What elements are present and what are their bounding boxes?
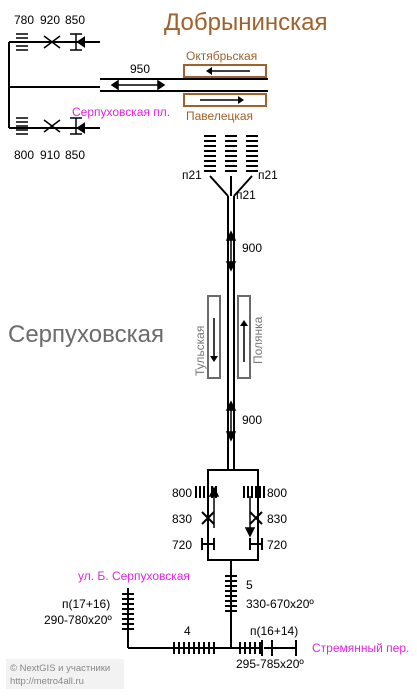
credit-line-1: © NextGIS и участники	[10, 663, 110, 674]
bottom-dim-2: 910	[40, 148, 60, 162]
left-escalator-dim: 290-780x20º	[44, 613, 112, 627]
len-900-top-label: 900	[242, 241, 262, 255]
d800-left: 800	[172, 486, 192, 500]
stem-5-label: 5	[246, 578, 253, 592]
left-escalator	[122, 588, 134, 648]
passage-950-label: 950	[130, 62, 150, 76]
right-escalator-dim: 295-785x20º	[236, 657, 304, 671]
right-escalator	[239, 640, 297, 656]
passage-950-arrow	[110, 79, 166, 91]
credit-box	[6, 659, 124, 689]
right-escalator-label: п(16+14)	[250, 624, 298, 638]
bottom-4-label: 4	[184, 624, 191, 638]
n21-escalators	[204, 135, 258, 172]
bottom-4-escalators	[173, 642, 215, 654]
dobryninskaya-platforms	[183, 64, 267, 107]
top-dim-3: 850	[65, 13, 85, 27]
station-serpukhovskaya: Серпуховская	[8, 321, 164, 348]
platform-paveletskaya: Павелецкая	[186, 109, 253, 123]
platform-polyanka: Полянка	[251, 316, 265, 364]
n21-right-label: п21	[258, 168, 278, 182]
top-dim-2: 920	[40, 13, 60, 27]
bottom-dim-1: 800	[14, 148, 34, 162]
len-900-arrows	[225, 230, 237, 442]
station-dobryninskaya: Добрынинская	[164, 9, 328, 36]
n21-center-label: п21	[236, 188, 256, 202]
credit-line-2[interactable]: http://metro4all.ru	[10, 676, 84, 687]
d830-right: 830	[267, 512, 287, 526]
top-dim-1: 780	[14, 13, 34, 27]
left-escalator-label: п(17+16)	[62, 597, 110, 611]
stem-5-dim: 330-670x20º	[246, 597, 314, 611]
top-left-markers	[16, 33, 82, 135]
exit-ul-b-serpukhovskaya: ул. Б. Серпуховская	[78, 569, 190, 583]
len-900-bottom-label: 900	[242, 413, 262, 427]
stem-5-escalators	[225, 575, 237, 612]
d720-right: 720	[267, 538, 287, 552]
exit-stremyanny-per: Стремянный пер.	[312, 641, 409, 655]
d720-left: 720	[172, 538, 192, 552]
serpukhovskaya-platforms	[207, 295, 251, 379]
d800-right: 800	[267, 486, 287, 500]
platform-tulskaya: Тульская	[193, 326, 207, 376]
bottom-dim-3: 850	[65, 148, 85, 162]
n21-left-label: п21	[182, 168, 202, 182]
platform-oktyabrskaya: Октябрьская	[186, 49, 257, 63]
lower-box-arrows	[208, 486, 256, 538]
d830-left: 830	[172, 512, 192, 526]
exit-serpukhovskaya-pl: Серпуховская пл.	[72, 105, 170, 119]
top-left-arrows	[76, 36, 100, 134]
lower-box-details	[195, 486, 265, 550]
